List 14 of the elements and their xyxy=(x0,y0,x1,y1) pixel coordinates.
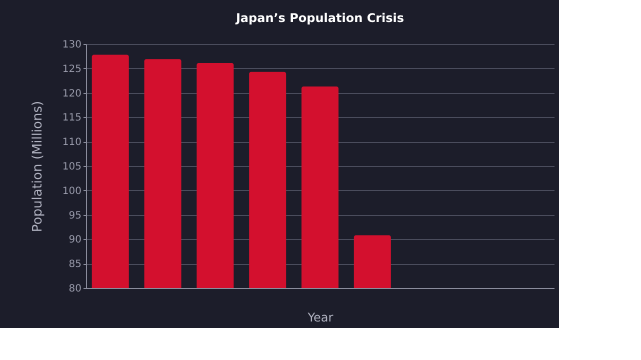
x-axis-title: Year xyxy=(306,310,334,324)
chart-title: Japan’s Population Crisis xyxy=(234,11,404,25)
y-tick-label: 90 xyxy=(68,234,82,246)
y-tick-label: 110 xyxy=(62,137,82,148)
y-tick-label: 120 xyxy=(62,88,82,100)
y-axis-title: Population (Millions) xyxy=(30,100,46,232)
y-tick-label: 125 xyxy=(62,64,82,75)
y-tick-label: 95 xyxy=(68,210,82,222)
y-tick-label: 100 xyxy=(62,186,82,197)
y-tick-label: 105 xyxy=(62,162,82,172)
y-tick-label: 130 xyxy=(62,40,82,50)
y-tick-label: 85 xyxy=(68,259,82,270)
y-tick-label: 80 xyxy=(68,284,82,294)
y-tick-label: 115 xyxy=(62,112,82,124)
